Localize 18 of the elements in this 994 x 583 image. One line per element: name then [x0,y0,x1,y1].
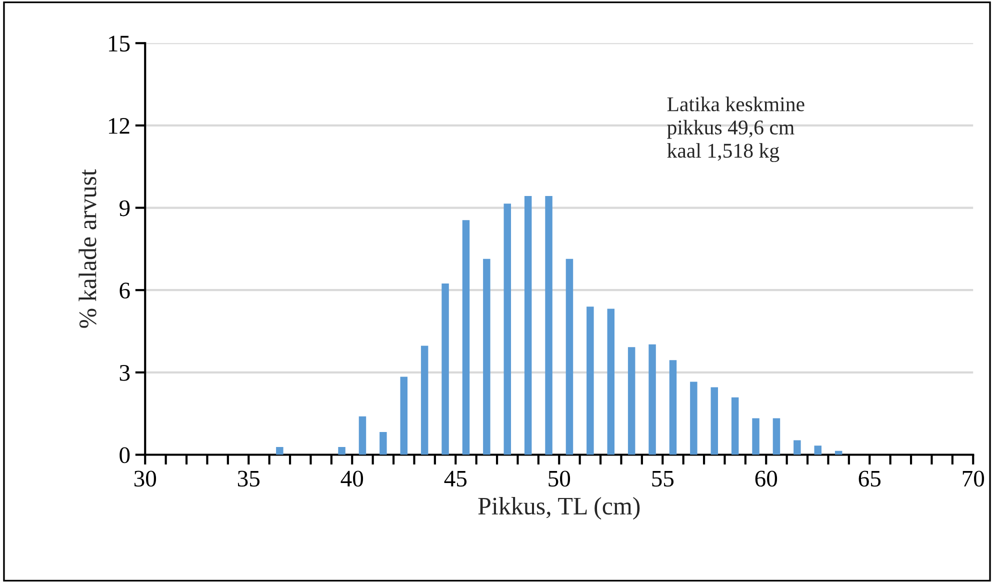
x-tick-label: 35 [238,470,260,487]
x-tick-label: 40 [340,470,364,487]
y-tick-label: 9 [119,200,130,216]
x-tick-label: 55 [652,470,674,487]
y-tick-label: 6 [120,282,130,299]
x-tick-label: 70 [962,470,984,487]
x-tick-label: 65 [858,470,881,487]
y-tick-label: 3 [120,364,130,381]
y-tick-label: 0 [120,447,130,464]
y-axis-title: % kalade arvust [78,169,96,328]
y-tick-label: 15 [109,36,130,52]
annotation: Latika keskmine pikkus 49,6 cm kaal 1,518 kg [667,96,804,162]
x-tick-label: 50 [548,470,570,487]
x-axis-title: Pikkus, TL (cm) [478,496,640,520]
y-tick-label: 12 [109,118,130,134]
x-tick-label: 60 [755,470,778,487]
x-tick-label: 45 [444,470,467,487]
x-tick-label: 30 [134,470,156,487]
